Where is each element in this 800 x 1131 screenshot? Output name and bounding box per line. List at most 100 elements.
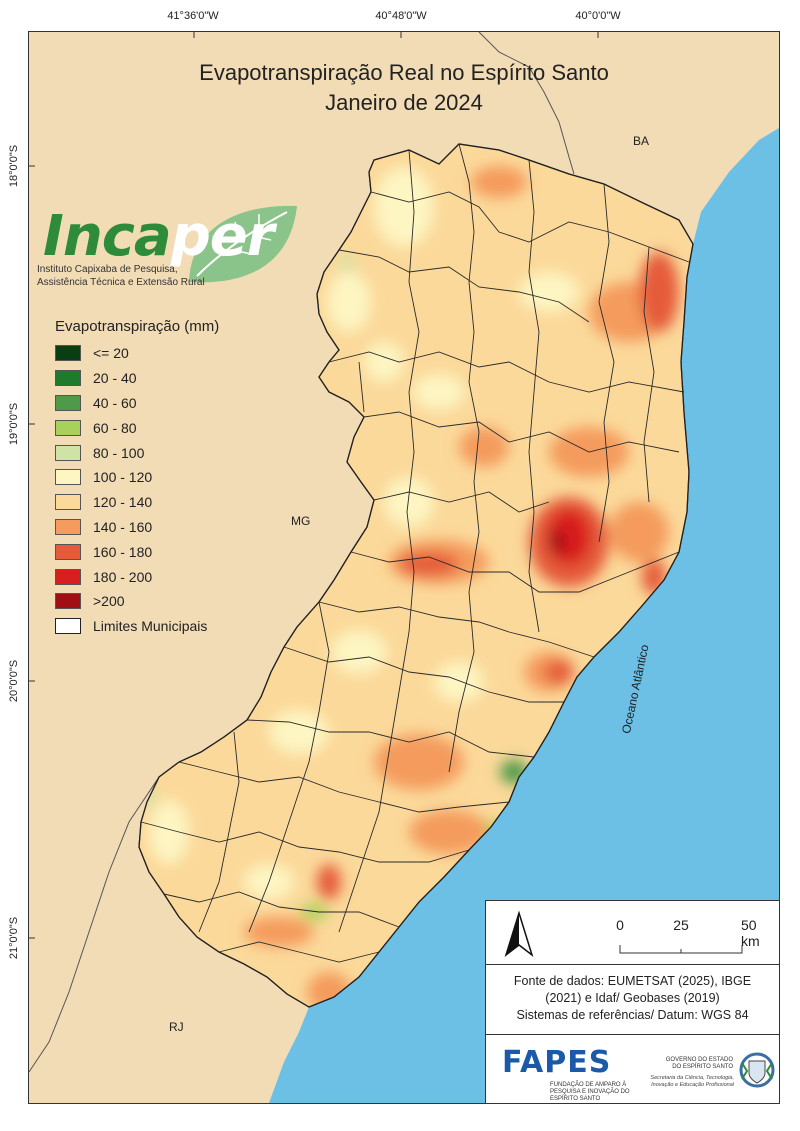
legend-swatch xyxy=(55,543,81,560)
legend-swatch xyxy=(55,345,81,362)
legend-swatch xyxy=(55,494,81,511)
legend-label: 180 - 200 xyxy=(93,568,153,585)
legend-row: 80 - 100 xyxy=(55,440,219,465)
patch-light xyxy=(384,477,434,527)
legend-label: 100 - 120 xyxy=(93,469,153,486)
legend-swatch xyxy=(55,593,81,610)
patch-green xyxy=(300,904,328,920)
longitude-label-1: 41°36'0"W xyxy=(167,10,219,22)
gov-title: GOVERNO DO ESTADO DO ESPÍRITO SANTO xyxy=(665,1057,733,1070)
legend-label: 60 - 80 xyxy=(93,419,137,436)
legend-row: <= 20 xyxy=(55,341,219,366)
patch-orange xyxy=(471,166,527,198)
legend-label: >200 xyxy=(93,593,125,610)
ba-mg-border xyxy=(478,32,575,175)
legend-row: 120 - 140 xyxy=(55,490,219,515)
patch-orange xyxy=(374,734,464,790)
incaper-word-a: Inca xyxy=(43,204,172,269)
state-outline xyxy=(138,143,694,1008)
patch-light xyxy=(269,710,329,754)
legend-items: <= 20 20 - 40 40 - 60 60 - 80 80 - 100 100 - … xyxy=(55,341,219,614)
patch-orange xyxy=(609,502,669,562)
legend-label: 160 - 180 xyxy=(93,543,153,560)
patch-light xyxy=(364,342,404,382)
mg-rj-border xyxy=(29,776,160,1073)
patch-light xyxy=(331,630,387,674)
legend-swatch xyxy=(55,370,81,387)
source-box: Fonte de dados: EUMETSAT (2025), IBGE (2… xyxy=(485,964,779,1034)
legend-swatch xyxy=(55,568,81,585)
fapes-logo: FAPES xyxy=(502,1045,612,1080)
legend-label: <= 20 xyxy=(93,345,129,362)
legend-row: 20 - 40 xyxy=(55,366,219,391)
legend-swatch xyxy=(55,419,81,436)
incaper-subtitle-1: Instituto Capixaba de Pesquisa, xyxy=(37,264,178,275)
graticule-ticks xyxy=(29,32,599,939)
legend-label: 140 - 160 xyxy=(93,518,153,535)
patch-light xyxy=(413,374,465,410)
incaper-leaf-icon xyxy=(189,205,297,283)
patch-red xyxy=(399,552,459,576)
patch-orange xyxy=(409,810,489,854)
legend-swatch-boundaries xyxy=(55,618,81,635)
map-frame: Evapotranspiração Real no Espírito Santo… xyxy=(28,31,780,1104)
latitude-label-4: 21°0'0"S xyxy=(8,916,20,960)
legend-swatch xyxy=(55,444,81,461)
patch-green xyxy=(339,256,355,272)
patch-light xyxy=(327,272,371,332)
scale-tick-25: 25 xyxy=(673,917,689,933)
label-rj: RJ xyxy=(169,1020,184,1034)
scale-tick-0: 0 xyxy=(616,917,624,933)
legend-swatch xyxy=(55,394,81,411)
patch-orange xyxy=(244,917,314,947)
patch-dark-red xyxy=(549,530,565,554)
legend-row: 40 - 60 xyxy=(55,391,219,416)
patch-light xyxy=(519,272,579,312)
patch-red xyxy=(544,660,574,684)
ocean-area xyxy=(269,128,779,1103)
patch-orange xyxy=(459,427,509,467)
scale-bar xyxy=(619,945,743,954)
legend-row: 100 - 120 xyxy=(55,465,219,490)
longitude-label-2: 40°48'0"W xyxy=(375,10,427,22)
scale-box: 0 25 50 km xyxy=(485,900,779,965)
latitude-label-2: 19°0'0"S xyxy=(8,402,20,446)
patch-light xyxy=(149,800,189,864)
incaper-subtitle-2: Assistência Técnica e Extensão Rural xyxy=(37,277,205,288)
legend-swatch xyxy=(55,518,81,535)
municipal-boundaries xyxy=(140,143,690,963)
incaper-wordmark: Incaper xyxy=(43,204,275,269)
es-coat-of-arms-icon xyxy=(739,1052,775,1088)
map-title-line-1: Evapotranspiração Real no Espírito Santo xyxy=(199,60,609,85)
latitude-label-1: 18°0'0"S xyxy=(8,144,20,188)
latitude-label-3: 20°0'0"S xyxy=(8,659,20,703)
source-line-1: Fonte de dados: EUMETSAT (2025), IBGE xyxy=(513,974,752,988)
patch-red xyxy=(317,864,341,900)
legend-label: 40 - 60 xyxy=(93,394,137,411)
legend-row: 60 - 80 xyxy=(55,415,219,440)
legend-label-boundaries: Limites Municipais xyxy=(93,618,208,635)
patch-light xyxy=(434,662,484,702)
source-line-3: Sistemas de referências/ Datum: WGS 84 xyxy=(516,1008,749,1022)
north-arrow-icon xyxy=(504,911,534,957)
legend: Evapotranspiração (mm) <= 20 20 - 40 40 - … xyxy=(55,318,219,639)
logos-box: FAPES FUNDAÇÃO DE AMPARO À PESQUISA E IN… xyxy=(485,1034,779,1103)
incaper-logo: Incaper Instituto Capixaba de Pesquisa, … xyxy=(33,200,303,320)
label-ba: BA xyxy=(633,134,650,148)
legend-row: 140 - 160 xyxy=(55,515,219,540)
patch-light xyxy=(374,167,434,247)
longitude-label-3: 40°0'0"W xyxy=(575,10,621,22)
legend-row: >200 xyxy=(55,589,219,614)
map-title-line-2: Janeiro de 2024 xyxy=(325,90,483,115)
incaper-word-b: per xyxy=(170,204,275,269)
source-line-2: (2021) e Idaf/ Geobases (2019) xyxy=(545,991,720,1005)
legend-label: 80 - 100 xyxy=(93,444,145,461)
legend-title: Evapotranspiração (mm) xyxy=(55,318,220,335)
legend-row: 180 - 200 xyxy=(55,564,219,589)
gov-subtitle: Secretaria da Ciência, Tecnologia, Inova… xyxy=(650,1075,734,1088)
label-mg: MG xyxy=(291,514,311,528)
legend-label: 20 - 40 xyxy=(93,370,137,387)
scale-tick-50: 50 km xyxy=(741,917,760,949)
legend-row-boundaries: Limites Municipais xyxy=(55,614,219,639)
map-canvas xyxy=(29,32,779,1103)
